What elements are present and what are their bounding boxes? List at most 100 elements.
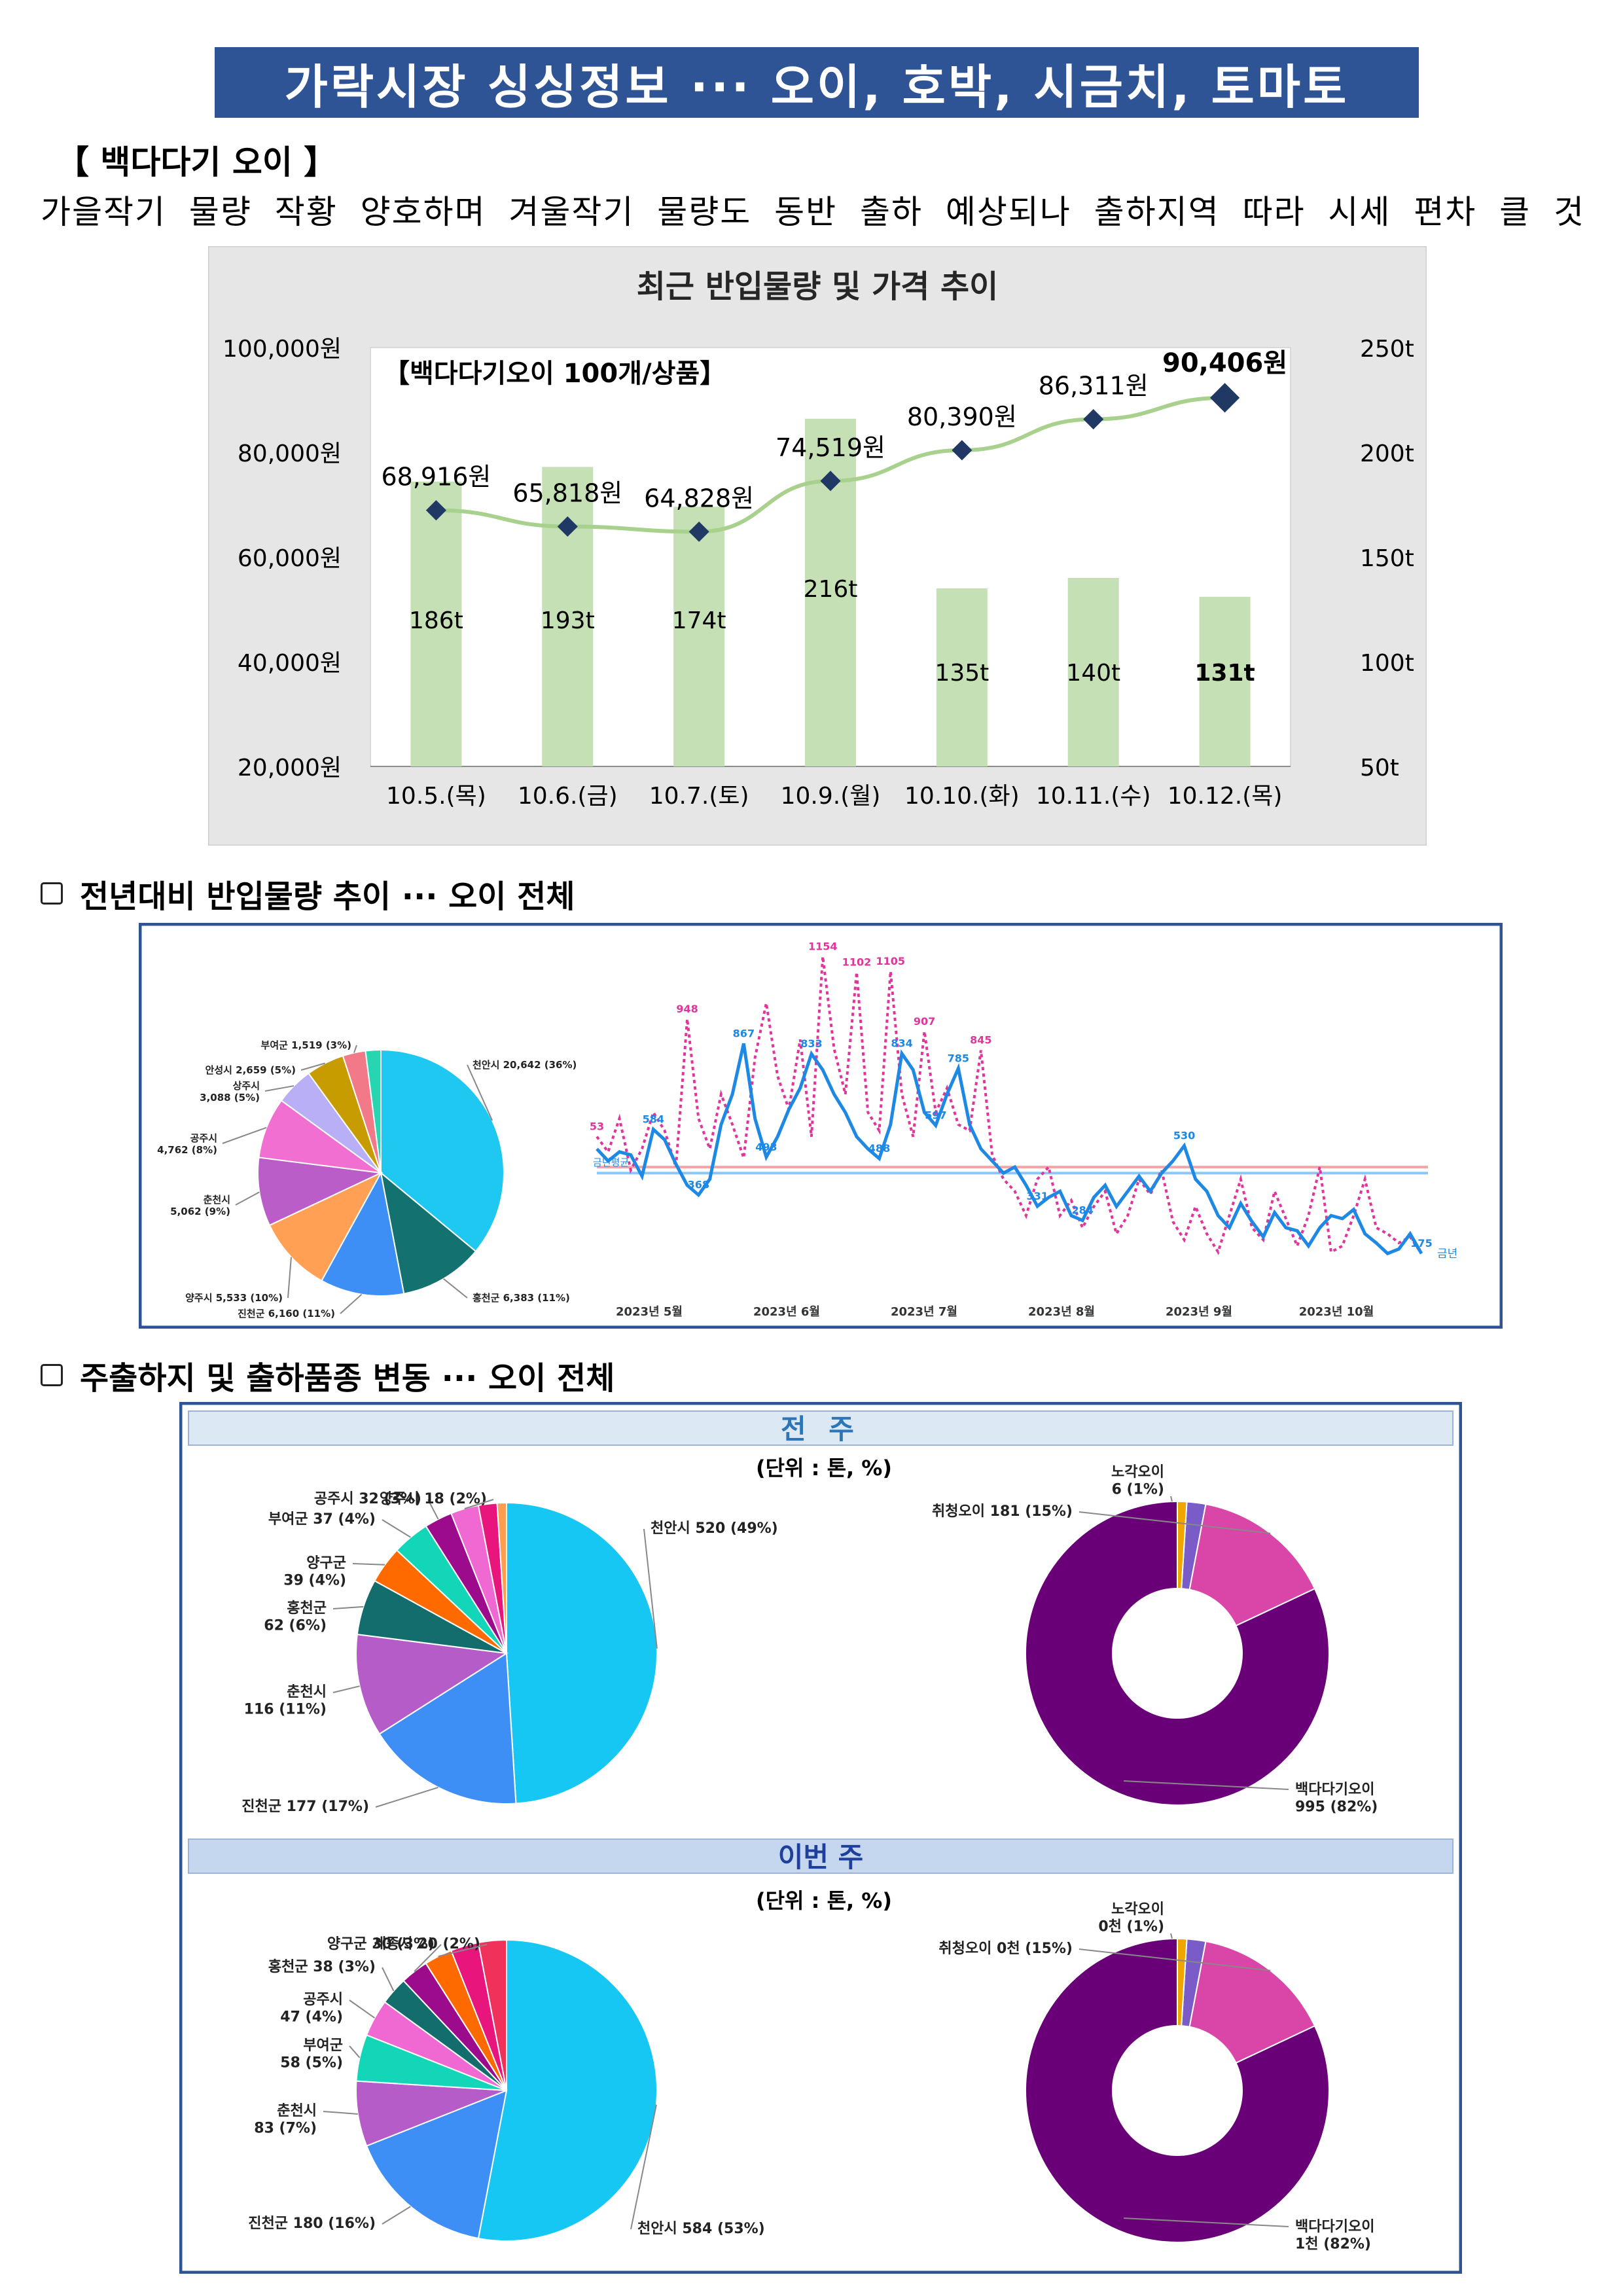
leader-line bbox=[1170, 1496, 1173, 1502]
leader-line bbox=[375, 1786, 438, 1808]
slice-label: 부여군 58 (5%) bbox=[280, 2037, 343, 2071]
slice-label: 양구군 39 (4%) bbox=[283, 1555, 346, 1588]
slice-label: 양주시 5,533 (10%) bbox=[185, 1292, 283, 1304]
pie-slice bbox=[496, 1501, 507, 1654]
leader-line bbox=[1124, 1780, 1289, 1790]
prev-week-unit: (단위 : 톤, %) bbox=[756, 1456, 892, 1480]
checkbox-icon bbox=[41, 882, 63, 905]
peak-label: 785 bbox=[948, 1052, 969, 1064]
leader-line bbox=[349, 2000, 376, 2019]
leader-line bbox=[1170, 1933, 1173, 1939]
volume-bar bbox=[410, 481, 462, 766]
slice-label: 진천군 180 (16%) bbox=[248, 2215, 376, 2232]
x-tick-label: 2023년 8월 bbox=[1028, 1305, 1095, 1319]
leader-line bbox=[222, 1126, 267, 1144]
leader-line bbox=[349, 2045, 361, 2058]
leader-line bbox=[352, 1563, 385, 1566]
section-yoy: 전년대비 반입물량 추이 ··· 오이 전체 bbox=[41, 870, 575, 916]
prev-week-bar bbox=[188, 1410, 1454, 1446]
leader-line bbox=[427, 1499, 439, 1520]
pie-slice bbox=[477, 1939, 507, 2091]
yoy-line-chart: 금년평균 53 948 1154 1102 1105 907 845 584 368 867 493 8… bbox=[590, 940, 1457, 1319]
x-tick-label: 10.9.(월) bbox=[781, 783, 881, 810]
x-tick-label: 2023년 7월 bbox=[891, 1305, 957, 1319]
slice-label: 안성시 2,659 (5%) bbox=[205, 1064, 296, 1076]
leader-line bbox=[382, 1519, 411, 1538]
leader-line bbox=[353, 1045, 357, 1053]
chart-subtitle: 【백다다기오이 100개/상품】 bbox=[383, 359, 726, 389]
peak-label: 948 bbox=[676, 1003, 698, 1015]
leader-line bbox=[1124, 2217, 1289, 2227]
slice-label: 진천군 6,160 (11%) bbox=[238, 1308, 335, 1319]
leader-line bbox=[332, 1605, 364, 1609]
this-week-unit: (단위 : 톤, %) bbox=[756, 1888, 892, 1913]
volume-bar bbox=[936, 588, 988, 766]
slice-label: 노각오이 0천 (1%) bbox=[1098, 1901, 1164, 1935]
slice-label: 홍천군 38 (3%) bbox=[268, 1959, 376, 1975]
leader-line bbox=[382, 2206, 411, 2225]
series-legend-label: 금년 bbox=[1437, 1247, 1457, 1261]
prev-week-variety-donut: 백다다기오이 995 (82%) 취청오이 181 (15%) 노각오이 6 (1%) bbox=[932, 1464, 1378, 1815]
leader-line bbox=[464, 1499, 494, 1510]
price-marker bbox=[820, 471, 841, 492]
this-week-origin-pie: 천안시 584 (53%) 진천군 180 (16%) 춘천시 83 (7%) 부여군 5… bbox=[248, 1936, 765, 2242]
y-right-tick: 200t bbox=[1360, 440, 1414, 467]
volume-label: 131t bbox=[1194, 660, 1255, 687]
section-origin-title: 주출하지 및 출하품종 변동 ··· 오이 전체 bbox=[80, 1360, 615, 1397]
leader-line bbox=[300, 1062, 325, 1071]
slice-label: 양구군 30 (3%) bbox=[327, 1936, 435, 1952]
leader-line bbox=[630, 2104, 657, 2230]
peak-label: 597 bbox=[925, 1109, 946, 1122]
slice-label: 천안시 20,642 (36%) bbox=[473, 1059, 577, 1071]
leader-line bbox=[414, 1944, 442, 1972]
avg-tag: 금년평균 bbox=[593, 1157, 629, 1168]
peak-label: 175 bbox=[1410, 1237, 1432, 1249]
peak-label: 368 bbox=[688, 1179, 709, 1191]
pie-slice bbox=[365, 2089, 508, 2240]
peak-label: 833 bbox=[800, 1037, 822, 1050]
peak-label: 1102 bbox=[842, 956, 872, 968]
price-label: 80,390원 bbox=[907, 403, 1017, 431]
volume-bar bbox=[1067, 578, 1119, 766]
peak-label: 907 bbox=[914, 1015, 935, 1028]
leader-line bbox=[467, 1064, 493, 1121]
slice-label: 백다다기오이 1천 (82%) bbox=[1295, 2219, 1374, 2252]
pie-slice bbox=[380, 1049, 505, 1253]
pie-slice bbox=[365, 1049, 382, 1174]
volume-label: 135t bbox=[935, 660, 989, 687]
price-label: 65,818원 bbox=[512, 478, 622, 507]
page-title: 가락시장 싱싱정보 ··· 오이, 호박, 시금치, 토마토 bbox=[284, 59, 1349, 115]
peak-label: 530 bbox=[1173, 1130, 1195, 1142]
this-week-bar bbox=[188, 1839, 1454, 1874]
y-left-tick: 100,000원 bbox=[223, 336, 342, 363]
peak-label: 845 bbox=[970, 1034, 991, 1047]
slice-label: 춘천시 116 (11%) bbox=[244, 1684, 327, 1717]
leader-line bbox=[1079, 1511, 1271, 1534]
leader-line bbox=[264, 1085, 294, 1092]
slice-label: 부여군 1,519 (3%) bbox=[261, 1039, 351, 1051]
chart-title: 최근 반입물량 및 가격 추이 bbox=[637, 268, 999, 305]
leader-line bbox=[1079, 1948, 1271, 1971]
this-week-variety-donut: 백다다기오이 1천 (82%) 취청오이 0천 (15%) 노각오이 0천 (1%) bbox=[938, 1901, 1374, 2252]
peak-label: 284 bbox=[1071, 1204, 1093, 1217]
slice-label: 공주시 4,762 (8%) bbox=[157, 1132, 217, 1156]
y-right-tick: 250t bbox=[1360, 336, 1414, 363]
leader-line bbox=[235, 1191, 260, 1206]
volume-label: 140t bbox=[1066, 660, 1120, 687]
peak-label: 1105 bbox=[876, 955, 906, 967]
volume-label: 186t bbox=[409, 607, 463, 634]
y-right-tick: 100t bbox=[1360, 650, 1414, 677]
section-origin: 주출하지 및 출하품종 변동 ··· 오이 전체 bbox=[41, 1352, 615, 1398]
x-tick-label: 10.11.(수) bbox=[1036, 783, 1151, 810]
slice-label: 천안시 584 (53%) bbox=[637, 2221, 765, 2237]
x-tick-label: 10.10.(화) bbox=[904, 783, 1020, 810]
leader-line bbox=[340, 1293, 363, 1314]
peak-label: 493 bbox=[755, 1141, 777, 1153]
slice-label: 홍천군 6,383 (11%) bbox=[473, 1292, 570, 1304]
peak-label: 488 bbox=[868, 1142, 890, 1155]
price-label: 68,916원 bbox=[381, 463, 491, 492]
leader-line bbox=[332, 1685, 360, 1693]
slice-label: 공주시 47 (4%) bbox=[280, 1992, 343, 2025]
pie-slice bbox=[378, 1652, 517, 1804]
section-title-baekdadagi: 【 백다다기 오이 】 bbox=[56, 143, 337, 181]
